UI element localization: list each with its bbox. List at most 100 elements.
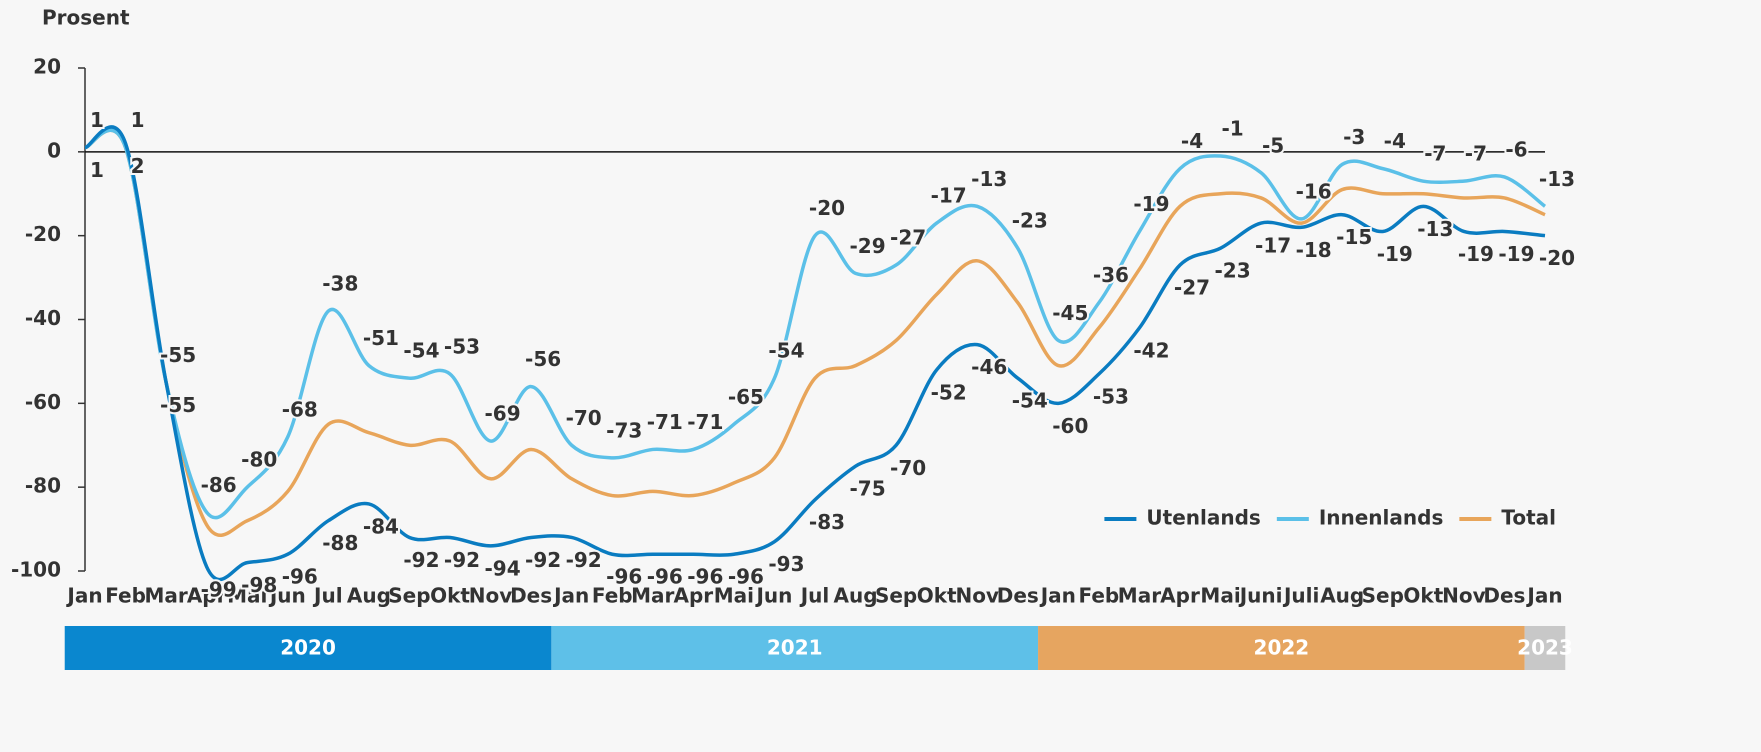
data-label: -19 xyxy=(1377,242,1413,266)
x-tick-label: Mai xyxy=(714,584,754,608)
data-label: -36 xyxy=(1093,263,1129,287)
series-line xyxy=(84,128,1547,520)
x-tick-label: Juni xyxy=(1238,584,1283,608)
data-label: -56 xyxy=(525,347,561,371)
data-label: -20 xyxy=(1539,246,1575,270)
data-label: -23 xyxy=(1012,209,1048,233)
year-label: 2023 xyxy=(1517,636,1573,660)
x-tick-label: Feb xyxy=(105,584,146,608)
y-tick-label: 20 xyxy=(33,55,61,79)
x-tick-label: Des xyxy=(1483,584,1525,608)
series-line xyxy=(84,125,1546,582)
data-label: -96 xyxy=(282,565,318,589)
data-label: -92 xyxy=(525,548,561,572)
data-label: 1 xyxy=(90,108,104,132)
data-label: -93 xyxy=(768,552,804,576)
data-label: -88 xyxy=(322,531,358,555)
data-label: -51 xyxy=(363,326,399,350)
data-label: -60 xyxy=(1052,414,1088,438)
y-axis-title: Prosent xyxy=(42,6,130,30)
x-tick-label: Sep xyxy=(388,584,430,608)
x-tick-label: Jun xyxy=(268,584,306,608)
data-label: -83 xyxy=(809,510,845,534)
x-tick-label: Jul xyxy=(799,584,830,608)
data-label: -20 xyxy=(809,196,845,220)
y-tick-label: -100 xyxy=(11,558,61,582)
data-label: -5 xyxy=(1262,133,1284,157)
data-label: -75 xyxy=(849,477,885,501)
data-label: -84 xyxy=(363,514,399,538)
data-label: -17 xyxy=(931,184,967,208)
data-label: -94 xyxy=(484,556,520,580)
x-tick-label: Jan xyxy=(552,584,589,608)
data-label: 1 xyxy=(90,158,104,182)
data-label: -19 xyxy=(1133,192,1169,216)
year-band xyxy=(1038,626,1525,670)
data-label: -70 xyxy=(890,456,926,480)
x-tick-label: Apr xyxy=(673,584,713,608)
data-label: -54 xyxy=(1012,389,1048,413)
data-label: -46 xyxy=(971,355,1007,379)
y-tick-label: 0 xyxy=(47,138,61,162)
data-label: -42 xyxy=(1133,338,1169,362)
data-label: -29 xyxy=(849,234,885,258)
data-label: -92 xyxy=(566,548,602,572)
data-label: -71 xyxy=(687,410,723,434)
x-tick-label: Sep xyxy=(1362,584,1404,608)
x-tick-label: Aug xyxy=(834,584,878,608)
x-tick-label: Mai xyxy=(227,584,267,608)
data-label: -99 xyxy=(201,577,237,601)
legend-label: Total xyxy=(1501,506,1556,530)
y-tick-label: -20 xyxy=(25,222,61,246)
series-line xyxy=(84,128,1546,538)
data-label: -92 xyxy=(444,548,480,572)
data-label: -55 xyxy=(160,393,196,417)
data-label: -13 xyxy=(971,167,1007,191)
data-label: -23 xyxy=(1214,259,1250,283)
data-label: -3 xyxy=(1343,125,1365,149)
data-label: -4 xyxy=(1181,129,1203,153)
data-label: -1 xyxy=(1221,117,1243,141)
year-label: 2021 xyxy=(767,636,823,660)
data-label: -70 xyxy=(566,406,602,430)
x-tick-label: Mar xyxy=(144,584,187,608)
year-label: 2022 xyxy=(1254,636,1310,660)
data-label: -92 xyxy=(403,548,439,572)
x-tick-label: Jun xyxy=(754,584,792,608)
data-label: -27 xyxy=(1174,276,1210,300)
x-tick-label: Feb xyxy=(1079,584,1120,608)
data-label: -13 xyxy=(1417,217,1453,241)
data-label: -96 xyxy=(687,565,723,589)
data-label: -45 xyxy=(1052,301,1088,325)
x-tick-label: Apr xyxy=(1160,584,1200,608)
x-tick-label: Aug xyxy=(347,584,391,608)
data-label: -13 xyxy=(1539,167,1575,191)
data-label: -7 xyxy=(1424,142,1446,166)
data-label: -54 xyxy=(768,339,804,363)
data-label: -7 xyxy=(1465,142,1487,166)
data-label: -80 xyxy=(241,448,277,472)
data-label: -54 xyxy=(403,339,439,363)
x-tick-label: Juli xyxy=(1282,584,1319,608)
data-label: -27 xyxy=(890,226,926,250)
x-tick-label: Feb xyxy=(592,584,633,608)
x-tick-label: Jan xyxy=(1525,584,1562,608)
data-label: -69 xyxy=(484,402,520,426)
data-label: -53 xyxy=(1093,384,1129,408)
y-tick-label: -40 xyxy=(25,306,61,330)
x-tick-label: Mar xyxy=(631,584,674,608)
x-tick-label: Okt xyxy=(430,584,470,608)
x-tick-label: Okt xyxy=(1403,584,1443,608)
data-label: 2 xyxy=(131,154,145,178)
x-tick-label: Des xyxy=(510,584,552,608)
x-tick-label: Jul xyxy=(312,584,343,608)
data-label: 1 xyxy=(131,108,145,132)
y-tick-label: -80 xyxy=(25,474,61,498)
x-tick-label: Apr xyxy=(187,584,227,608)
data-label: -6 xyxy=(1505,137,1527,161)
data-label: -86 xyxy=(201,473,237,497)
data-label: -65 xyxy=(728,385,764,409)
year-band xyxy=(64,626,552,670)
x-tick-label: Aug xyxy=(1320,584,1364,608)
